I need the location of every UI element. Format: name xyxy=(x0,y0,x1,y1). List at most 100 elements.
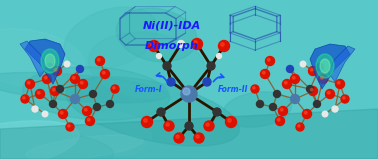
Circle shape xyxy=(64,61,70,67)
Circle shape xyxy=(84,108,87,111)
Circle shape xyxy=(338,81,340,84)
Circle shape xyxy=(56,86,64,93)
Polygon shape xyxy=(0,109,378,159)
Circle shape xyxy=(185,122,193,130)
Circle shape xyxy=(178,41,184,48)
Circle shape xyxy=(151,43,154,46)
FancyArrowPatch shape xyxy=(156,73,167,81)
Circle shape xyxy=(251,85,259,93)
Circle shape xyxy=(21,95,29,103)
Circle shape xyxy=(157,108,165,116)
Circle shape xyxy=(265,56,274,66)
Circle shape xyxy=(221,43,224,46)
Circle shape xyxy=(51,86,59,96)
Circle shape xyxy=(23,97,25,99)
Circle shape xyxy=(76,66,84,73)
Circle shape xyxy=(310,88,313,91)
Circle shape xyxy=(81,81,83,84)
Circle shape xyxy=(194,133,204,143)
Circle shape xyxy=(284,81,287,84)
Circle shape xyxy=(27,81,30,84)
Polygon shape xyxy=(20,41,47,77)
Ellipse shape xyxy=(77,112,151,156)
Circle shape xyxy=(54,68,57,71)
Circle shape xyxy=(32,106,38,112)
Circle shape xyxy=(300,61,306,67)
Circle shape xyxy=(203,78,211,86)
Circle shape xyxy=(287,66,293,73)
Circle shape xyxy=(166,123,169,126)
Circle shape xyxy=(111,85,119,93)
Ellipse shape xyxy=(0,129,114,159)
Ellipse shape xyxy=(0,29,85,87)
Circle shape xyxy=(325,90,335,98)
Polygon shape xyxy=(328,46,355,82)
Circle shape xyxy=(50,100,56,107)
Text: Ni(II)-IDA: Ni(II)-IDA xyxy=(143,21,201,31)
Circle shape xyxy=(79,80,87,89)
Circle shape xyxy=(332,106,338,112)
Circle shape xyxy=(277,118,280,121)
Text: Form-I: Form-I xyxy=(134,84,162,93)
Circle shape xyxy=(336,80,344,89)
Circle shape xyxy=(66,123,74,131)
Circle shape xyxy=(141,117,152,128)
Circle shape xyxy=(319,75,327,83)
Circle shape xyxy=(316,63,324,70)
Circle shape xyxy=(37,91,40,94)
Circle shape xyxy=(327,91,330,94)
Circle shape xyxy=(183,88,190,95)
Circle shape xyxy=(107,100,113,107)
Circle shape xyxy=(53,88,55,91)
Circle shape xyxy=(102,71,105,74)
Circle shape xyxy=(276,117,285,125)
Circle shape xyxy=(343,97,345,99)
Circle shape xyxy=(73,76,75,79)
Ellipse shape xyxy=(116,8,197,62)
Circle shape xyxy=(25,80,34,89)
Ellipse shape xyxy=(223,92,291,127)
Circle shape xyxy=(228,119,231,122)
Circle shape xyxy=(42,75,51,83)
Circle shape xyxy=(296,123,304,131)
Circle shape xyxy=(96,56,104,66)
Circle shape xyxy=(113,87,115,89)
Circle shape xyxy=(44,76,47,79)
Circle shape xyxy=(71,94,79,104)
Ellipse shape xyxy=(64,7,158,69)
Circle shape xyxy=(302,110,311,118)
Circle shape xyxy=(341,95,349,103)
Circle shape xyxy=(101,69,110,79)
Circle shape xyxy=(279,107,288,115)
Ellipse shape xyxy=(41,49,59,73)
Circle shape xyxy=(144,119,147,122)
Circle shape xyxy=(282,80,291,89)
Circle shape xyxy=(308,86,318,96)
Circle shape xyxy=(313,100,321,107)
Circle shape xyxy=(291,94,299,104)
Circle shape xyxy=(59,110,68,118)
Ellipse shape xyxy=(320,59,330,73)
Circle shape xyxy=(68,125,70,127)
Circle shape xyxy=(213,108,221,116)
Circle shape xyxy=(87,118,90,121)
Circle shape xyxy=(253,87,255,89)
Circle shape xyxy=(90,90,96,97)
Circle shape xyxy=(36,90,45,98)
Circle shape xyxy=(194,41,197,44)
Circle shape xyxy=(204,121,214,131)
Circle shape xyxy=(98,58,100,61)
Circle shape xyxy=(274,90,280,97)
Circle shape xyxy=(167,78,175,86)
Text: Form-II: Form-II xyxy=(218,84,248,93)
Circle shape xyxy=(226,117,237,128)
Circle shape xyxy=(196,135,199,138)
Ellipse shape xyxy=(26,135,143,159)
FancyArrowPatch shape xyxy=(214,74,224,82)
Circle shape xyxy=(82,107,91,115)
Text: Dimorph: Dimorph xyxy=(145,41,199,51)
Circle shape xyxy=(298,125,300,127)
Circle shape xyxy=(307,86,313,93)
Ellipse shape xyxy=(88,32,206,99)
Circle shape xyxy=(46,63,54,70)
